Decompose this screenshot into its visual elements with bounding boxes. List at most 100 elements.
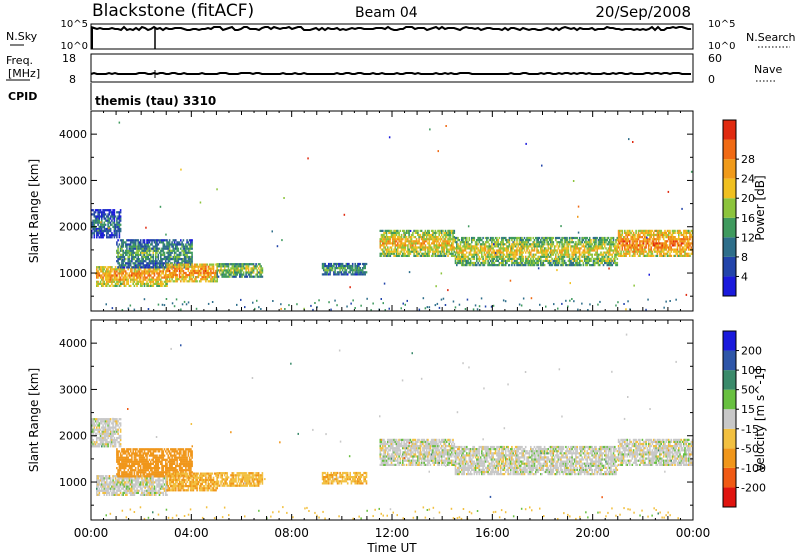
echo-cell-3: [180, 265, 182, 268]
near-range-echo: [330, 308, 332, 311]
echo-cell-7: [501, 247, 503, 250]
echo-cell-8: [635, 250, 637, 253]
echo-cell-7: [576, 243, 578, 246]
echo-cell-7: [467, 243, 469, 246]
echo-cell-7: [537, 245, 540, 248]
echo-cell-7: [602, 247, 605, 250]
echo-cell-0: [112, 221, 114, 224]
echo-cell-3: [192, 271, 195, 275]
echo-cell-0: [101, 432, 103, 435]
echo-cell-1: [104, 276, 107, 279]
echo-cell-1: [147, 274, 149, 277]
echo-cell-7: [519, 241, 522, 244]
echo-cell-5: [361, 262, 364, 266]
echo-cell-6: [404, 242, 407, 245]
echo-cell-3: [187, 263, 190, 266]
echo-cell-7: [537, 261, 540, 265]
echo-cell-0: [112, 215, 114, 218]
echo-cell-7: [597, 261, 600, 265]
echo-cell-3: [196, 263, 198, 266]
echo-cell-8: [626, 244, 629, 247]
echo-cell-1: [98, 266, 101, 269]
echo-cell-7: [553, 264, 556, 267]
echo-cell-8: [649, 248, 651, 251]
echo-cell-7: [607, 259, 610, 262]
echo-cell-4: [235, 269, 237, 272]
near-range-echo: [581, 302, 583, 305]
echo-cell-2: [124, 258, 127, 261]
echo-cell-4: [250, 267, 252, 270]
echo-cell-7: [588, 247, 591, 250]
echo-cell-1: [101, 274, 103, 277]
echo-cell-1: [98, 268, 101, 271]
echo-cell-8: [672, 250, 675, 253]
echo-cell-8: [652, 233, 655, 237]
echo-cell-7: [583, 245, 586, 248]
echo-cell-2: [171, 249, 173, 252]
echo-cell-7: [604, 236, 606, 240]
echo-cell-7: [482, 255, 484, 258]
echo-cell-0: [116, 217, 118, 220]
echo-cell-4: [235, 273, 237, 276]
echo-cell-2: [168, 243, 171, 246]
echo-cell-1: [148, 268, 151, 271]
echo-cell-1: [143, 268, 146, 271]
echo-cell-7: [528, 251, 531, 254]
echo-cell-7: [607, 264, 610, 267]
echo-cell-5: [323, 273, 325, 276]
echo-cell-7: [496, 259, 498, 262]
echo-cell-6: [388, 238, 390, 241]
echo-cell-2: [151, 241, 153, 244]
echo-cell-3: [177, 263, 180, 266]
echo-cell-7: [467, 241, 469, 244]
echo-cell-8: [688, 240, 690, 243]
echo-cell-7: [562, 253, 565, 256]
echo-cell-6: [400, 246, 403, 249]
echo-cell-2: [123, 241, 126, 244]
echo-cell-3: [198, 280, 201, 283]
echo-cell-2: [139, 266, 142, 269]
echo-cell-4: [255, 267, 257, 270]
echo-cell-6: [414, 231, 417, 234]
echo-cell-2: [138, 258, 141, 261]
echo-cell-6: [393, 238, 395, 241]
echo-cell-6: [425, 236, 428, 239]
echo-cell-7: [509, 245, 512, 248]
echo-cell-2: [117, 247, 119, 250]
echo-cell-2: [126, 253, 128, 256]
echo-cell-8: [655, 238, 657, 241]
echo-cell-2: [126, 262, 128, 265]
echo-cell-6: [385, 231, 388, 234]
echo-cell-6: [387, 246, 389, 249]
echo-cell-8: [649, 254, 651, 257]
echo-cell-0: [102, 441, 104, 444]
echo-cell-7: [493, 239, 496, 242]
echo-cell-0: [102, 213, 104, 216]
echo-cell-2: [160, 264, 162, 267]
echo-cell-8: [649, 231, 651, 234]
echo-cell-2: [176, 262, 178, 265]
echo-cell-6: [399, 246, 402, 249]
echo-cell-6: [418, 240, 420, 243]
echo-cell-3: [196, 269, 198, 272]
echo-cell-8: [621, 248, 624, 251]
echo-cell-8: [664, 242, 666, 245]
echo-cell-6: [402, 254, 404, 257]
echo-cell-0: [108, 236, 111, 239]
echo-cell-7: [526, 247, 528, 250]
echo-cell-7: [590, 239, 592, 242]
echo-cell-0: [94, 432, 97, 435]
echo-cell-0: [94, 428, 97, 431]
echo-cell-6: [422, 240, 424, 243]
echo-cell-0: [104, 230, 107, 233]
echo-cell-7: [474, 249, 477, 252]
echo-cell-0: [113, 227, 116, 231]
echo-cell-3: [172, 269, 175, 272]
echo-cell-8: [617, 240, 620, 243]
echo-cell-2: [146, 239, 148, 242]
echo-cell-0: [104, 227, 107, 231]
echo-cell-7: [511, 249, 513, 252]
echo-cell-7: [592, 249, 595, 252]
echo-cell-0: [102, 424, 104, 427]
near-range-echo: [434, 304, 437, 307]
